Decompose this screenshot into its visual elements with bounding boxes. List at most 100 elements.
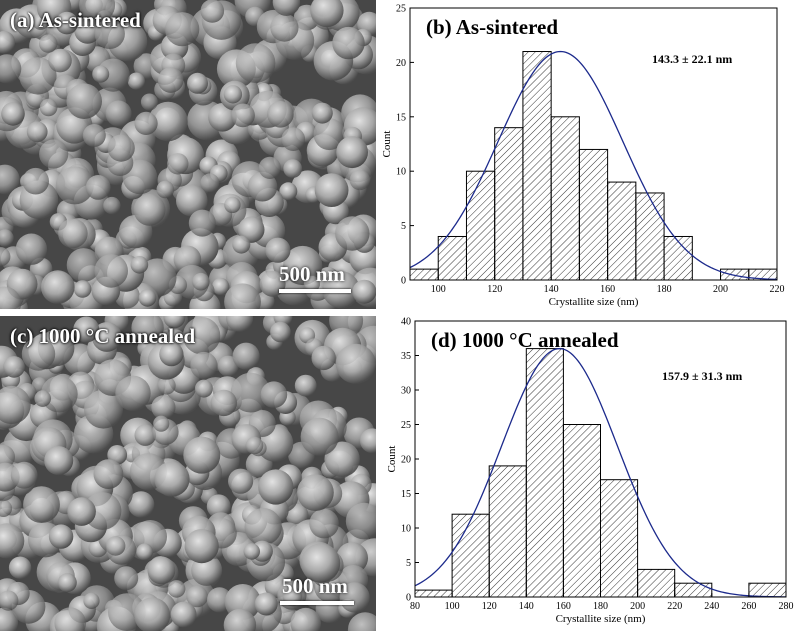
gaussian-fit-curve-d [414,347,787,598]
x-tick-label: 220 [667,601,682,612]
sem-particle [105,100,132,127]
histogram-bar [437,235,467,281]
sem-particle [294,374,317,397]
sem-particle [352,279,376,304]
sem-particle [48,48,72,73]
scale-bar-label-c: 500 nm [282,574,348,598]
histogram-bar [720,268,750,281]
sem-particle [0,164,20,195]
y-tick-label: 5 [401,221,406,232]
sem-particle [130,255,149,274]
sem-particle [15,233,48,265]
scale-bar-label-a: 500 nm [279,262,345,286]
sem-particle [21,337,56,371]
sem-particle [290,607,321,631]
sem-particle [223,85,243,104]
x-tick-label: 180 [593,601,608,612]
sem-particle [232,342,260,370]
sem-particle [92,65,110,83]
sem-particle [73,316,100,343]
sem-particle [39,34,58,53]
sem-particle [154,461,190,497]
sem-particle [8,556,32,579]
sem-particle [0,499,13,517]
sem-particle [200,0,225,23]
sem-particle [151,395,176,420]
sem-particle [314,173,349,208]
sem-particle [244,508,282,546]
sem-particle [228,468,254,494]
sem-particle [303,275,320,292]
chart-title-d: (d) 1000 °C annealed [431,328,619,352]
histogram-bar [578,148,609,281]
sem-particle [0,590,19,611]
sem-particle [345,502,376,540]
sem-particle [114,566,139,591]
sem-particle [309,508,339,539]
sem-particle [247,171,278,202]
sem-particle [324,441,360,477]
sem-particle [19,57,57,95]
histogram-bar [522,51,552,281]
sem-particle [58,218,88,249]
sem-particle [208,103,237,132]
panel-a-label: (a) As-sintered [10,8,141,32]
y-tick-label: 15 [401,489,411,500]
sem-particle [134,111,158,135]
sem-particle [176,184,208,217]
sem-particle [187,72,208,94]
sem-particle [84,389,123,429]
sem-particle [74,17,101,44]
sem-particle [232,235,251,254]
sem-particle [347,612,376,631]
sem-particle [92,322,122,352]
x-tick-label: 100 [431,284,446,295]
sem-particle [200,173,220,193]
sem-particle [83,492,122,530]
sem-particle [301,543,341,583]
y-tick-label: 20 [401,455,411,466]
sem-particle [0,247,11,267]
sem-particle [82,124,106,147]
sem-particle [94,254,128,288]
histogram-bar [635,192,665,281]
sem-particle [157,376,176,395]
sem-particle [148,101,188,142]
x-tick-label: 260 [741,601,756,612]
sem-particle [206,494,231,519]
sem-particle [245,436,264,455]
x-axis-label-d: Crystallite size (nm) [556,613,646,625]
sem-particle [66,83,102,119]
sem-particle [0,286,22,309]
histogram-bar [414,589,453,598]
sem-particle [85,175,111,200]
sem-particle [22,167,49,195]
sem-particle [190,351,218,380]
x-tick-label: 200 [630,601,645,612]
sem-particle [243,543,260,560]
scale-bar-a [279,289,351,293]
sem-particles [0,316,376,631]
y-tick-label: 25 [401,420,411,431]
sem-particle [188,209,216,237]
sem-particle [83,592,100,609]
sem-particle [1,102,25,126]
histogram-bar [663,235,693,281]
sem-particle [66,248,101,282]
sem-particle [336,136,368,169]
y-axis-label-d: Count [386,446,398,473]
sem-particle [311,345,336,371]
y-tick-label: 15 [396,112,406,123]
y-tick-label: 25 [396,4,406,15]
sem-particle [183,436,221,474]
sem-particle [217,355,239,377]
sem-particle [184,529,219,564]
histogram-as-sintered: 100 120 140 160 180 200 220 0 5 10 15 20 25 Crystalli… [381,4,785,309]
sem-particle [10,461,38,489]
sem-particle [134,597,171,631]
sem-particle [194,379,213,398]
sem-particle [93,459,124,489]
sem-particle [335,216,370,251]
sem-particle [3,356,25,378]
